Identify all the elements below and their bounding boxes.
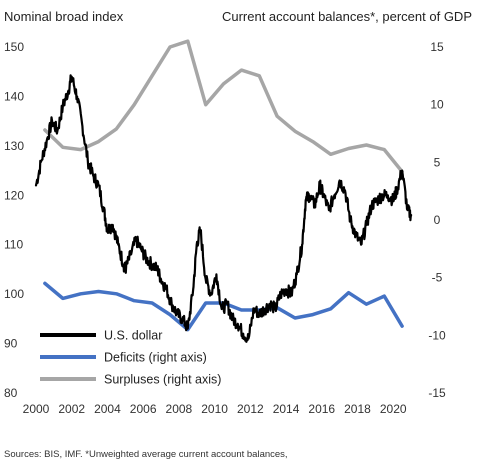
x-axis-ticks: 2000 2002 2004 2006 2008 2010 2012 2014 2016 2018… [23, 402, 407, 416]
x-tick-label: 2006 [130, 402, 157, 416]
left-tick-label: 90 [4, 337, 18, 351]
right-tick-label: 0 [434, 213, 441, 227]
series-lines [34, 39, 413, 343]
source-note: Sources: BIS, IMF. *Unweighted average c… [4, 449, 288, 460]
right-tick-label: -15 [428, 386, 446, 400]
x-tick-label: 2018 [344, 402, 371, 416]
x-tick-label: 2004 [94, 402, 121, 416]
right-tick-label: -10 [428, 328, 446, 342]
x-tick-label: 2000 [23, 402, 50, 416]
left-tick-label: 110 [4, 238, 23, 252]
right-axis-title: Current account balances*, percent of GD… [221, 9, 472, 24]
x-tick-label: 2002 [58, 402, 85, 416]
left-tick-label: 130 [4, 139, 24, 153]
left-tick-label: 120 [4, 188, 24, 202]
legend-label: U.S. dollar [104, 329, 162, 343]
right-tick-label: 15 [430, 40, 444, 54]
left-tick-label: 150 [4, 40, 24, 54]
left-axis-title: Nominal broad index [4, 9, 124, 24]
right-tick-label: 10 [430, 98, 444, 112]
legend: U.S. dollar Deficits (right axis) Surpluse… [40, 329, 221, 387]
left-axis-ticks: 80 90 100 110 120 130 140 150 [4, 40, 24, 400]
x-tick-label: 2020 [380, 402, 407, 416]
series-line-surpluses-right-axis [43, 39, 404, 174]
right-axis-ticks: -15 -10 -5 0 5 10 15 [428, 40, 446, 400]
right-tick-label: -5 [432, 271, 443, 285]
left-tick-label: 80 [4, 386, 18, 400]
x-tick-label: 2008 [166, 402, 193, 416]
right-tick-label: 5 [434, 155, 441, 169]
x-tick-label: 2012 [237, 402, 264, 416]
legend-label: Surpluses (right axis) [104, 373, 221, 387]
series-line-u-s-dollar [34, 74, 413, 343]
x-tick-label: 2014 [273, 402, 300, 416]
left-tick-label: 140 [4, 89, 24, 103]
x-tick-label: 2016 [308, 402, 335, 416]
left-tick-label: 100 [4, 287, 24, 301]
x-tick-label: 2010 [201, 402, 228, 416]
legend-label: Deficits (right axis) [104, 351, 207, 365]
